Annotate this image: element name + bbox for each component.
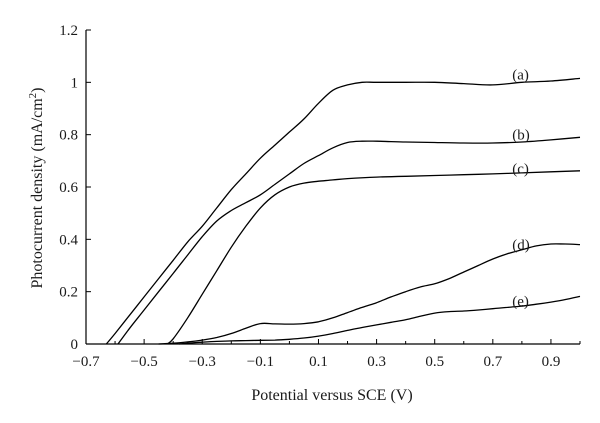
x-tick-label: −0.7 bbox=[72, 354, 100, 370]
series-line-e bbox=[178, 295, 581, 345]
x-tick-label: 0.1 bbox=[309, 354, 328, 370]
series-line-a bbox=[105, 77, 581, 345]
x-tick-label: 0.5 bbox=[425, 354, 444, 370]
curve-labels: (a) (b) (c) (d) (e) bbox=[512, 67, 530, 309]
x-tick-label: 0.9 bbox=[542, 354, 561, 370]
y-tick-label: 0.4 bbox=[59, 232, 78, 248]
y-tick-label: 1.2 bbox=[59, 23, 78, 39]
series-line-c bbox=[166, 170, 581, 345]
y-axis-label-close: ) bbox=[29, 87, 46, 92]
y-axis-ticks: 0 0.2 0.4 0.6 0.8 1 1.2 bbox=[59, 23, 91, 353]
x-axis-ticks: −0.7 −0.5 −0.3 −0.1 0.1 0.3 0.5 0.7 0.9 bbox=[72, 339, 581, 370]
x-tick-label: −0.3 bbox=[189, 354, 216, 370]
x-tick-label: 0.3 bbox=[367, 354, 386, 370]
series-label-e: (e) bbox=[512, 294, 529, 310]
series-label-d: (d) bbox=[512, 238, 530, 254]
y-axis-label: Photocurrent density (mA/cm2) bbox=[27, 87, 46, 288]
y-tick-label: 0 bbox=[71, 337, 79, 353]
plot-frame bbox=[85, 30, 580, 345]
y-tick-label: 1 bbox=[71, 75, 79, 91]
series-line-d bbox=[158, 243, 581, 345]
series-label-b: (b) bbox=[512, 128, 530, 144]
series-line-b bbox=[117, 136, 581, 345]
y-axis-label-main: Photocurrent density (mA/cm bbox=[29, 98, 46, 289]
series-layer bbox=[105, 77, 581, 345]
x-tick-label: −0.5 bbox=[131, 354, 158, 370]
y-tick-label: 0.2 bbox=[59, 285, 78, 301]
y-tick-label: 0.8 bbox=[59, 128, 78, 144]
x-tick-label: 0.7 bbox=[483, 354, 502, 370]
y-tick-label: 0.6 bbox=[59, 180, 78, 196]
x-tick-label: −0.1 bbox=[247, 354, 274, 370]
x-axis-label: Potential versus SCE (V) bbox=[251, 387, 412, 404]
series-label-c: (c) bbox=[512, 162, 529, 178]
series-label-a: (a) bbox=[512, 67, 529, 83]
y-axis-label-superscript: 2 bbox=[27, 93, 39, 99]
